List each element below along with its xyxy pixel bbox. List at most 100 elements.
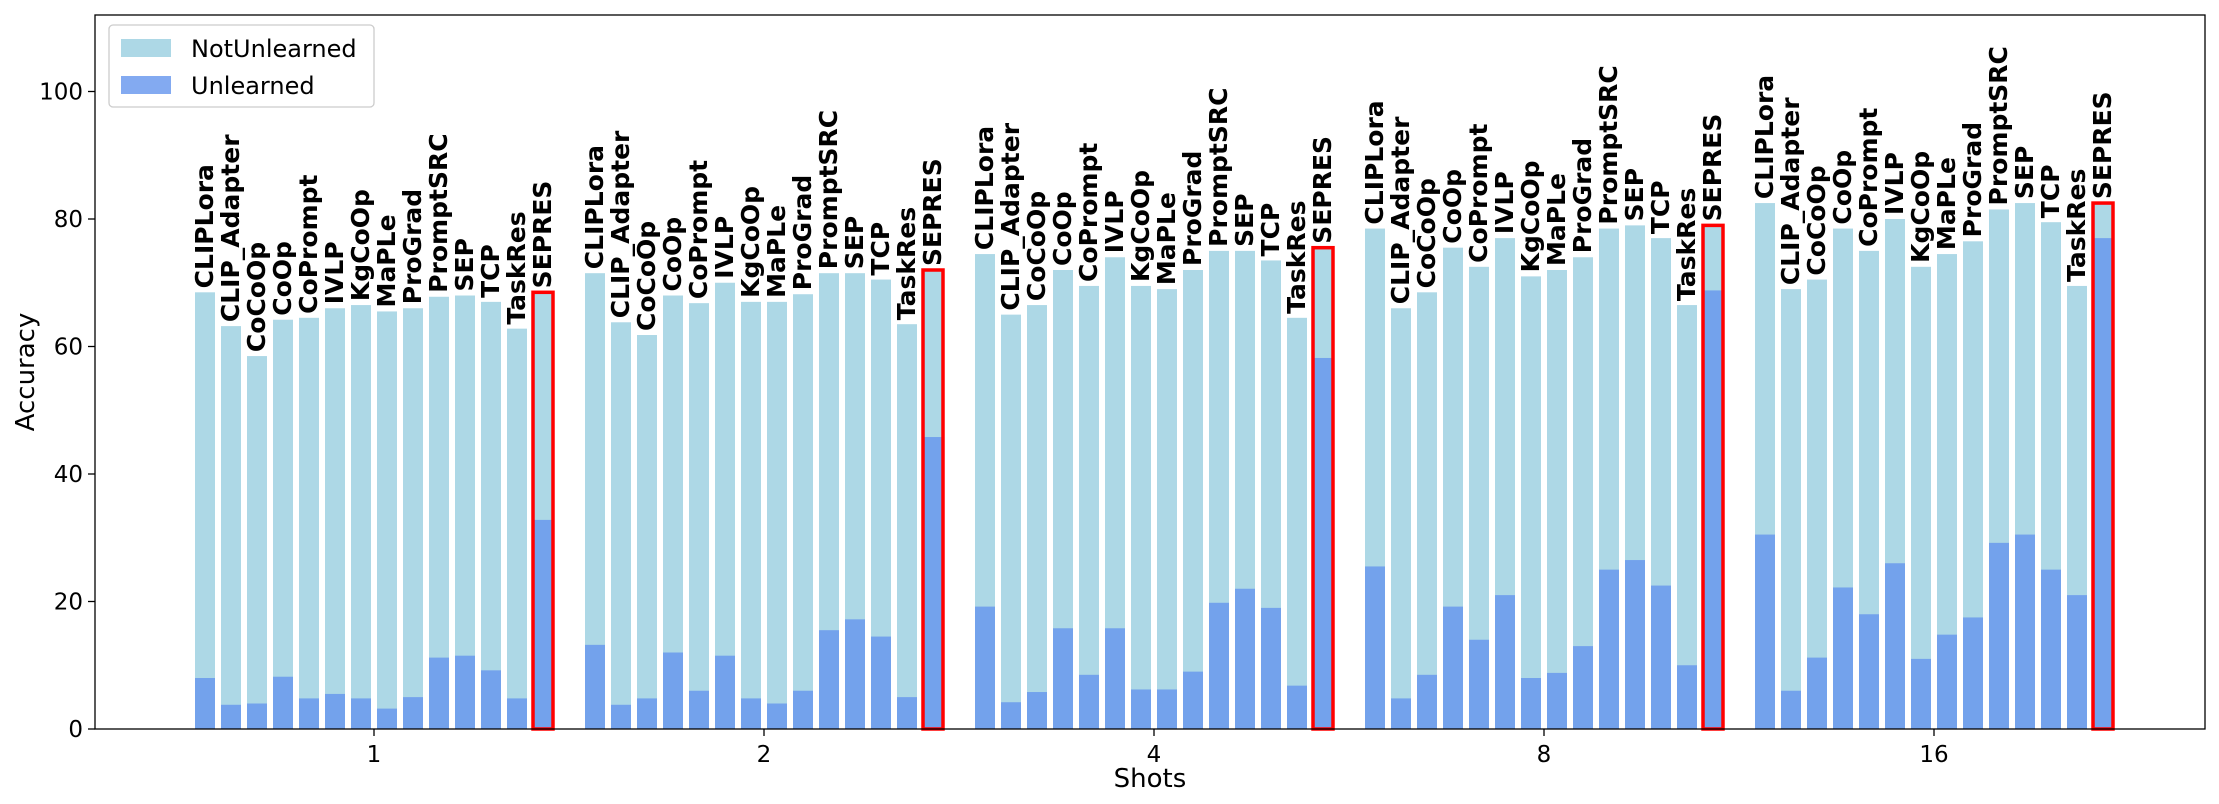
bar-unlearned-2-coprompt	[689, 690, 709, 729]
method-label-1-coprompt: CoPrompt	[294, 175, 323, 314]
method-label-16-sep: SEP	[2010, 146, 2039, 199]
bar-unlearned-16-ivlp	[1885, 563, 1905, 729]
method-label-1-sepres: SEPRES	[528, 181, 557, 289]
bar-unlearned-8-sep	[1625, 560, 1645, 729]
bar-unlearned-16-promptsrc	[1989, 542, 2009, 729]
bar-unlearned-4-maple	[1157, 689, 1177, 729]
bar-notunlearned-4-prograd	[1183, 270, 1203, 729]
y-tick-label-100: 100	[39, 80, 83, 106]
y-axis: 0 20 40 60 80 100	[39, 80, 95, 743]
bar-notunlearned-8-coprompt	[1469, 266, 1489, 729]
bar-notunlearned-2-promptsrc	[819, 273, 839, 729]
bar-unlearned-2-clip-adapter	[611, 704, 631, 729]
bar-notunlearned-1-coprompt	[299, 317, 319, 729]
bar-unlearned-16-kgcoop	[1911, 658, 1931, 729]
bar-unlearned-16-prograd	[1963, 617, 1983, 729]
bar-notunlearned-1-cocoop	[247, 356, 267, 729]
bar-notunlearned-1-ivlp	[325, 308, 345, 729]
bar-unlearned-16-coop	[1833, 587, 1853, 729]
legend-box	[108, 24, 375, 108]
bar-notunlearned-2-tcp	[871, 279, 891, 729]
plot-frame	[94, 14, 2206, 730]
bar-unlearned-2-ivlp	[715, 655, 735, 729]
method-label-1-ivlp: IVLP	[320, 241, 349, 304]
bar-notunlearned-8-kgcoop	[1521, 276, 1541, 729]
bar-notunlearned-8-maple	[1547, 270, 1567, 729]
bar-unlearned-8-coprompt	[1469, 639, 1489, 729]
method-label-2-tcp: TCP	[866, 222, 895, 276]
method-label-8-prograd: ProGrad	[1568, 138, 1597, 253]
method-label-1-maple: MaPLe	[372, 214, 401, 307]
bar-notunlearned-1-coop	[273, 319, 293, 729]
bar-unlearned-1-taskres	[507, 698, 527, 729]
method-label-1-kgcoop: KgCoOp	[346, 189, 375, 301]
bar-unlearned-1-maple	[377, 708, 397, 729]
x-tick-label-1: 1	[367, 742, 382, 768]
method-labels: CLIPLoraCLIP_AdapterCoCoOpCoOpCoPromptIV…	[190, 46, 2117, 352]
method-label-8-kgcoop: KgCoOp	[1516, 160, 1545, 272]
bar-notunlearned-2-clip-adapter	[611, 322, 631, 729]
method-label-8-ivlp: IVLP	[1490, 171, 1519, 234]
method-label-2-promptsrc: PromptSRC	[814, 110, 843, 269]
bar-unlearned-1-coop	[273, 676, 293, 729]
bar-unlearned-2-coop	[663, 652, 683, 729]
bar-unlearned-8-sepres	[1703, 290, 1723, 729]
bar-unlearned-2-cocoop	[637, 698, 657, 729]
method-label-2-coop: CoOp	[658, 217, 687, 292]
y-axis-title: Accuracy	[11, 313, 41, 432]
bar-unlearned-2-maple	[767, 703, 787, 729]
bar-unlearned-8-kgcoop	[1521, 678, 1541, 729]
method-label-8-promptsrc: PromptSRC	[1594, 65, 1623, 224]
bar-unlearned-16-clip-adapter	[1781, 690, 1801, 729]
bar-unlearned-8-tcp	[1651, 585, 1671, 729]
bar-unlearned-16-sepres	[2093, 238, 2113, 729]
bar-unlearned-16-taskres	[2067, 595, 2087, 729]
bar-notunlearned-1-maple	[377, 311, 397, 729]
bar-unlearned-1-cliplora	[195, 678, 215, 729]
bar-notunlearned-4-kgcoop	[1131, 285, 1151, 729]
bar-unlearned-16-cliplora	[1755, 534, 1775, 729]
method-label-16-taskres: TaskRes	[2062, 169, 2091, 282]
bar-unlearned-8-cliplora	[1365, 566, 1385, 729]
y-tick-label-20: 20	[54, 590, 83, 616]
bar-unlearned-4-ivlp	[1105, 628, 1125, 729]
method-label-1-taskres: TaskRes	[502, 211, 531, 324]
method-label-8-clip-adapter: CLIP_Adapter	[1386, 116, 1415, 304]
method-label-2-prograd: ProGrad	[788, 175, 817, 290]
bar-notunlearned-2-coop	[663, 295, 683, 729]
legend-swatch-notunlearned	[121, 39, 171, 57]
bar-unlearned-2-cliplora	[585, 644, 605, 729]
bar-unlearned-1-sepres	[533, 519, 553, 729]
method-label-16-sepres: SEPRES	[2088, 91, 2117, 199]
y-tick-label-0: 0	[68, 717, 83, 743]
bar-notunlearned-16-maple	[1937, 254, 1957, 729]
bar-unlearned-16-tcp	[2041, 569, 2061, 729]
method-label-16-coprompt: CoPrompt	[1854, 108, 1883, 247]
bar-unlearned-4-clip-adapter	[1001, 702, 1021, 729]
bar-notunlearned-1-promptsrc	[429, 296, 449, 729]
method-label-4-ivlp: IVLP	[1100, 190, 1129, 253]
bar-notunlearned-16-kgcoop	[1911, 266, 1931, 729]
bar-unlearned-4-sepres	[1313, 357, 1333, 729]
x-tick-label-8: 8	[1537, 742, 1552, 768]
bar-unlearned-4-kgcoop	[1131, 689, 1151, 729]
bar-notunlearned-2-sep	[845, 273, 865, 729]
bar-notunlearned-2-coprompt	[689, 303, 709, 729]
bar-unlearned-8-maple	[1547, 672, 1567, 729]
method-label-16-promptsrc: PromptSRC	[1984, 46, 2013, 205]
legend-label-notunlearned: NotUnlearned	[191, 35, 357, 63]
bar-unlearned-4-coop	[1053, 628, 1073, 729]
bar-unlearned-1-promptsrc	[429, 657, 449, 729]
method-label-2-taskres: TaskRes	[892, 207, 921, 320]
bar-unlearned-1-prograd	[403, 697, 423, 729]
method-label-8-sepres: SEPRES	[1698, 114, 1727, 222]
method-label-4-kgcoop: KgCoOp	[1126, 170, 1155, 282]
y-tick-label-80: 80	[54, 207, 83, 233]
bar-notunlearned-8-cocoop	[1417, 292, 1437, 729]
bar-notunlearned-4-cocoop	[1027, 305, 1047, 729]
method-label-4-maple: MaPLe	[1152, 192, 1181, 285]
bar-unlearned-4-prograd	[1183, 671, 1203, 729]
method-label-2-cocoop: CoCoOp	[632, 221, 661, 331]
bar-unlearned-16-cocoop	[1807, 657, 1827, 729]
bar-unlearned-1-clip-adapter	[221, 704, 241, 729]
